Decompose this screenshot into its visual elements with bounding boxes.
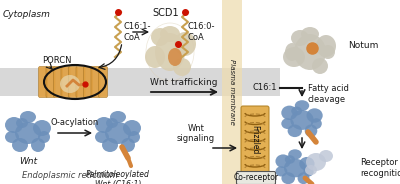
Ellipse shape xyxy=(288,125,302,137)
FancyBboxPatch shape xyxy=(241,106,269,174)
Ellipse shape xyxy=(291,30,309,46)
Ellipse shape xyxy=(168,48,182,66)
FancyBboxPatch shape xyxy=(68,66,78,98)
Ellipse shape xyxy=(123,120,141,136)
Ellipse shape xyxy=(16,118,28,128)
Ellipse shape xyxy=(285,155,295,164)
Ellipse shape xyxy=(294,34,326,70)
Text: Wnt trafficking: Wnt trafficking xyxy=(150,78,218,87)
Ellipse shape xyxy=(160,26,180,42)
Text: O-acylation: O-acylation xyxy=(51,118,99,127)
Text: Co-receptor: Co-receptor xyxy=(234,174,278,183)
FancyBboxPatch shape xyxy=(54,66,62,98)
Text: SCD1: SCD1 xyxy=(152,8,179,18)
Ellipse shape xyxy=(312,58,328,74)
Ellipse shape xyxy=(288,149,302,160)
Text: Palmitoleoylated
Wnt (C16:1): Palmitoleoylated Wnt (C16:1) xyxy=(86,170,150,184)
Ellipse shape xyxy=(306,153,326,171)
FancyBboxPatch shape xyxy=(46,66,55,98)
Text: Wnt: Wnt xyxy=(19,157,37,166)
Ellipse shape xyxy=(281,106,298,120)
FancyBboxPatch shape xyxy=(84,66,92,98)
Ellipse shape xyxy=(285,43,299,61)
Ellipse shape xyxy=(151,28,169,46)
FancyBboxPatch shape xyxy=(38,66,48,98)
Text: Receptor
recognition: Receptor recognition xyxy=(360,158,400,178)
Ellipse shape xyxy=(319,150,333,162)
Ellipse shape xyxy=(31,138,45,152)
Ellipse shape xyxy=(38,131,50,143)
Text: Wnt
signaling: Wnt signaling xyxy=(177,124,215,143)
Ellipse shape xyxy=(284,159,306,177)
Ellipse shape xyxy=(295,100,309,111)
Text: C16:0-
CoA: C16:0- CoA xyxy=(188,22,216,42)
Ellipse shape xyxy=(305,165,317,175)
Ellipse shape xyxy=(155,33,185,71)
Text: Fatty acid
cleavage: Fatty acid cleavage xyxy=(308,84,349,104)
FancyBboxPatch shape xyxy=(98,66,108,98)
Text: Plasma membrane: Plasma membrane xyxy=(229,59,235,125)
Ellipse shape xyxy=(311,118,322,129)
Text: Frizzled: Frizzled xyxy=(250,125,260,155)
Ellipse shape xyxy=(60,75,80,93)
Ellipse shape xyxy=(281,172,295,184)
Ellipse shape xyxy=(276,166,287,176)
Text: Endoplasmic reticulum: Endoplasmic reticulum xyxy=(22,171,118,180)
Ellipse shape xyxy=(173,58,191,76)
Ellipse shape xyxy=(128,131,140,143)
Text: C16:1-
CoA: C16:1- CoA xyxy=(123,22,150,42)
Ellipse shape xyxy=(102,138,118,152)
Ellipse shape xyxy=(95,131,109,143)
Text: PORCN: PORCN xyxy=(42,56,72,65)
Ellipse shape xyxy=(306,108,323,123)
Ellipse shape xyxy=(316,35,336,57)
Ellipse shape xyxy=(291,107,302,116)
Ellipse shape xyxy=(106,118,118,128)
Text: Cytoplasm: Cytoplasm xyxy=(3,10,51,19)
Ellipse shape xyxy=(174,32,196,56)
Ellipse shape xyxy=(299,157,314,171)
Ellipse shape xyxy=(110,111,126,123)
Ellipse shape xyxy=(301,27,319,41)
FancyBboxPatch shape xyxy=(76,66,85,98)
Ellipse shape xyxy=(20,111,36,123)
FancyBboxPatch shape xyxy=(0,68,280,96)
Ellipse shape xyxy=(281,118,294,129)
FancyBboxPatch shape xyxy=(61,66,70,98)
Ellipse shape xyxy=(15,122,41,144)
Ellipse shape xyxy=(290,110,314,130)
Ellipse shape xyxy=(95,117,113,133)
Text: Notum: Notum xyxy=(348,40,378,49)
Ellipse shape xyxy=(276,154,291,168)
Ellipse shape xyxy=(321,45,335,59)
Ellipse shape xyxy=(298,172,310,184)
Ellipse shape xyxy=(33,120,51,136)
Ellipse shape xyxy=(121,138,135,152)
Ellipse shape xyxy=(305,125,317,137)
Ellipse shape xyxy=(283,47,305,67)
Ellipse shape xyxy=(145,46,165,68)
Text: C16:1: C16:1 xyxy=(252,84,277,93)
FancyBboxPatch shape xyxy=(236,171,276,184)
Ellipse shape xyxy=(105,122,131,144)
FancyBboxPatch shape xyxy=(222,0,242,184)
Ellipse shape xyxy=(5,131,19,143)
Ellipse shape xyxy=(12,138,28,152)
Ellipse shape xyxy=(304,166,314,176)
FancyBboxPatch shape xyxy=(91,66,100,98)
Ellipse shape xyxy=(5,117,23,133)
